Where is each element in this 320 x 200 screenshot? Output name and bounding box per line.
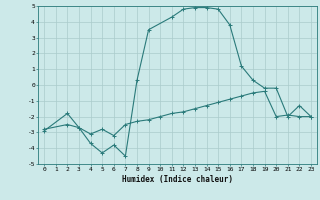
X-axis label: Humidex (Indice chaleur): Humidex (Indice chaleur) (122, 175, 233, 184)
